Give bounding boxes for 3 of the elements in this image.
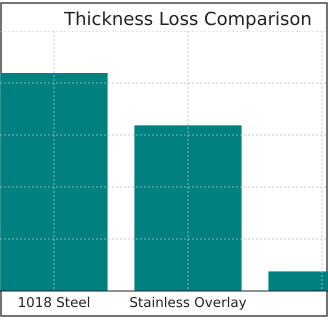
x-tick-label: Stainless Overlay — [129, 295, 247, 311]
x-tick-label: 1018 Steel — [18, 295, 90, 311]
chart-title: Thickness Loss Comparison — [63, 9, 312, 30]
